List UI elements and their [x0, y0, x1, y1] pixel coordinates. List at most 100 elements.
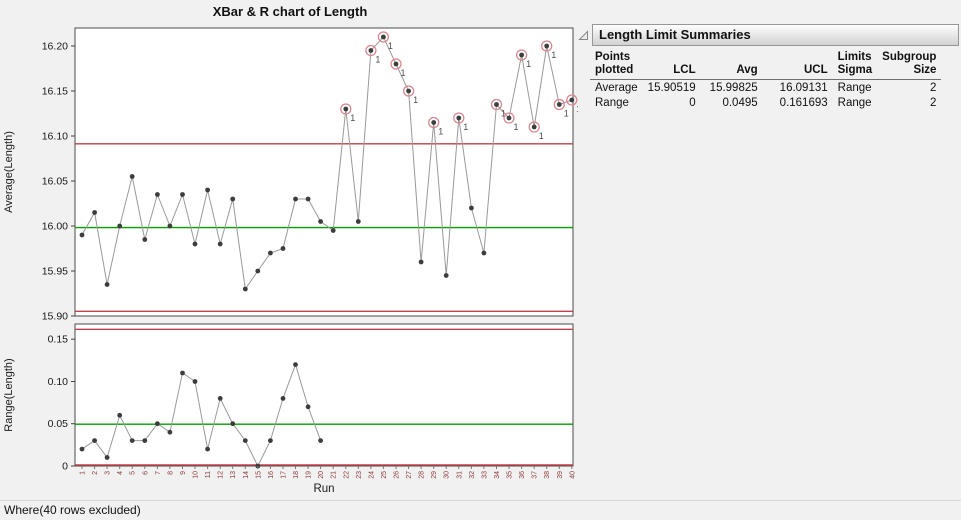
xbar-data-point[interactable] — [205, 187, 211, 193]
xbar-data-point[interactable] — [381, 34, 386, 40]
summary-cell: Range — [837, 97, 872, 110]
xbar-data-point[interactable] — [544, 43, 550, 49]
xbar-ooc-label: 1 — [350, 113, 355, 123]
xbar-data-point[interactable] — [519, 52, 524, 58]
xbar-data-point[interactable] — [481, 250, 487, 256]
x-tick-label: 26 — [394, 471, 401, 479]
xbar-data-point[interactable] — [305, 196, 311, 202]
xbar-data-point[interactable] — [569, 97, 575, 103]
xbar-data-point[interactable] — [255, 268, 261, 274]
summary-header-row: Points plotted LCL Avg UCL Limits Sigma Subgr… — [590, 51, 942, 81]
y-tick-label: 15.90 — [42, 311, 68, 323]
x-tick-label: 10 — [193, 471, 200, 479]
summary-table-body: Average 15.90519 15.99825 16.09131 Range 2 Ran… — [590, 80, 941, 111]
xbar-plot-area — [74, 27, 574, 317]
panel-title[interactable]: Length Limit Summaries — [592, 24, 959, 46]
x-tick-label: 16 — [268, 471, 275, 479]
xbar-ooc-circle — [428, 116, 440, 129]
xbar-data-point[interactable] — [531, 124, 537, 130]
x-tick-label: 11 — [205, 471, 212, 478]
xbar-data-point[interactable] — [330, 228, 336, 233]
xbar-data-point[interactable] — [431, 120, 437, 125]
xbar-data-point[interactable] — [155, 192, 160, 197]
x-tick-label: 33 — [481, 471, 488, 479]
x-tick-label: 24 — [368, 471, 375, 479]
x-tick-label: 29 — [431, 471, 438, 479]
xbar-data-point[interactable] — [217, 241, 223, 247]
range-data-point[interactable] — [217, 396, 223, 401]
xbar-data-point[interactable] — [92, 210, 97, 215]
x-tick-label: 6 — [142, 471, 149, 475]
range-data-point[interactable] — [104, 455, 110, 460]
xbar-data-point[interactable] — [494, 102, 499, 107]
summary-column-header: Subgroup Size — [877, 51, 942, 81]
xbar-data-point[interactable] — [268, 250, 273, 256]
range-data-point[interactable] — [280, 396, 286, 401]
range-data-point[interactable] — [117, 412, 123, 418]
disclosure-triangle-icon[interactable] — [577, 29, 590, 42]
y-tick-label: 16.05 — [42, 176, 68, 188]
xbar-data-point[interactable] — [469, 205, 474, 211]
xbar-data-point[interactable] — [79, 232, 85, 238]
xbar-data-point[interactable] — [242, 286, 248, 292]
xbar-data-point[interactable] — [556, 102, 562, 107]
range-data-point[interactable] — [167, 429, 173, 435]
x-tick-label: 3 — [105, 471, 112, 475]
x-tick-label: 31 — [456, 471, 463, 479]
xbar-ooc-label: 1 — [501, 109, 506, 119]
range-data-point[interactable] — [155, 421, 160, 427]
xbar-data-point[interactable] — [192, 241, 198, 247]
y-tick-label: 16.15 — [42, 86, 68, 98]
x-tick-label: 12 — [218, 471, 225, 479]
x-tick-label: 22 — [343, 471, 350, 479]
xbar-data-point[interactable] — [117, 223, 123, 229]
range-data-point[interactable] — [92, 438, 97, 443]
range-data-point[interactable] — [305, 404, 311, 410]
xbar-data-point[interactable] — [142, 237, 148, 242]
xbar-data-point[interactable] — [418, 259, 424, 265]
summary-cell: 16.09131 — [779, 82, 828, 95]
xbar-data-point[interactable] — [280, 246, 286, 251]
xbar-data-point[interactable] — [343, 106, 349, 112]
range-data-point[interactable] — [129, 438, 135, 443]
range-data-point[interactable] — [192, 379, 198, 384]
x-tick-label: 36 — [519, 471, 526, 479]
xbar-data-point[interactable] — [180, 192, 185, 197]
summary-column-header: Points plotted — [590, 51, 643, 81]
summary-cell: 0 — [689, 97, 696, 110]
xbar-data-point[interactable] — [456, 115, 462, 121]
x-tick-label: 30 — [444, 471, 451, 479]
range-data-point[interactable] — [268, 438, 273, 443]
xbar-ooc-label: 1 — [539, 131, 544, 141]
xbar-data-point[interactable] — [355, 219, 361, 224]
xbar-data-point[interactable] — [318, 219, 323, 224]
range-data-point[interactable] — [242, 438, 248, 443]
x-tick-label: 19 — [306, 471, 313, 479]
range-data-point[interactable] — [230, 421, 236, 427]
x-tick-label: 13 — [230, 471, 237, 479]
x-tick-label: 34 — [494, 471, 501, 479]
xbar-data-point[interactable] — [368, 48, 374, 53]
xbar-data-point[interactable] — [104, 282, 110, 287]
x-tick-label: 40 — [569, 471, 576, 479]
range-data-point[interactable] — [142, 438, 148, 443]
x-tick-label: 7 — [155, 471, 162, 475]
range-data-point[interactable] — [205, 446, 211, 452]
xbar-data-point[interactable] — [443, 273, 449, 278]
xbar-data-point[interactable] — [167, 223, 173, 229]
xbar-ooc-label: 1 — [375, 55, 380, 65]
xbar-data-point[interactable] — [129, 174, 135, 179]
xbar-data-point[interactable] — [506, 115, 512, 121]
xbar-data-point[interactable] — [230, 196, 236, 202]
xbar-data-point[interactable] — [393, 61, 399, 67]
range-data-point[interactable] — [318, 438, 323, 443]
range-data-point[interactable] — [79, 446, 85, 452]
xbar-data-point[interactable] — [293, 196, 298, 202]
range-data-point[interactable] — [180, 370, 185, 376]
xbar-data-point[interactable] — [406, 88, 411, 94]
x-tick-label: 14 — [243, 471, 250, 479]
status-bar: Where(40 rows excluded) — [0, 500, 961, 520]
summary-cell: 15.90519 — [647, 82, 696, 95]
range-data-point[interactable] — [293, 362, 298, 367]
